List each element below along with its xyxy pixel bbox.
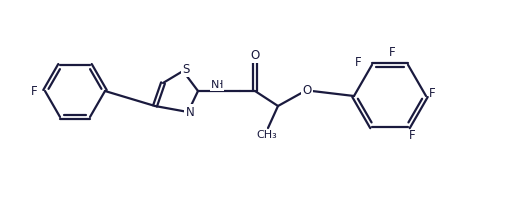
Text: F: F [409, 129, 415, 142]
Text: F: F [32, 84, 38, 97]
Text: S: S [182, 62, 190, 76]
Text: N: N [185, 105, 194, 118]
Text: N: N [211, 80, 219, 90]
Text: F: F [355, 56, 362, 69]
Text: F: F [388, 46, 395, 59]
Text: CH₃: CH₃ [256, 130, 277, 140]
Text: H: H [215, 80, 223, 90]
Text: O: O [303, 83, 312, 96]
Text: O: O [250, 48, 260, 62]
Text: F: F [429, 87, 435, 99]
